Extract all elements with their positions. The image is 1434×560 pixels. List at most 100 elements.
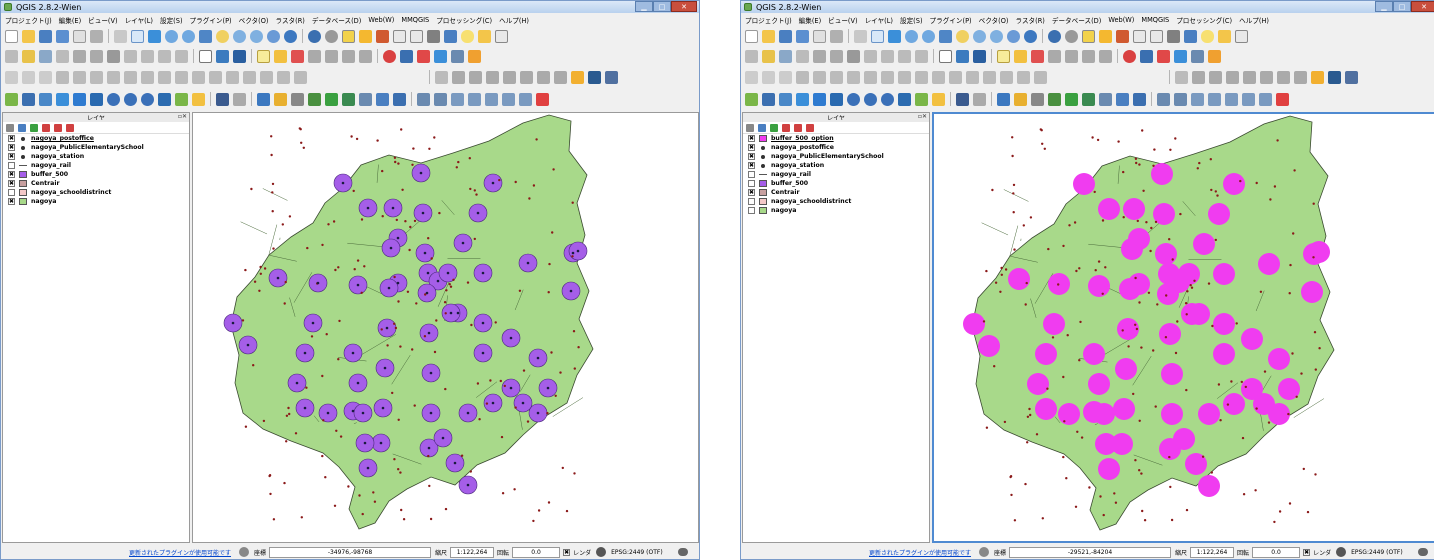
plugin-c-icon[interactable] (451, 92, 464, 106)
overflow-chevron-icon[interactable] (1031, 92, 1044, 106)
gps-icon[interactable] (417, 49, 430, 63)
refresh-icon[interactable] (1024, 29, 1037, 43)
layer-visibility-checkbox[interactable] (748, 207, 755, 214)
layer-style-icon[interactable] (746, 123, 754, 132)
layer-visibility-checkbox[interactable] (748, 180, 755, 187)
layer-visibility-checkbox[interactable]: ✖ (748, 162, 755, 169)
add-wcs-icon[interactable] (864, 92, 877, 106)
close-button[interactable]: ✕ (1411, 1, 1434, 12)
save-as-icon[interactable] (796, 29, 809, 43)
expand-all-icon[interactable] (42, 123, 50, 132)
snapping-icon[interactable] (435, 70, 448, 84)
rotate-point-icon[interactable] (277, 70, 290, 84)
scale-combobox[interactable]: 1:122,264 (1190, 546, 1235, 558)
layer-row[interactable]: buffer_500 (743, 179, 929, 188)
cut-features-icon[interactable] (864, 49, 877, 63)
composer-manager-icon[interactable] (90, 29, 103, 43)
menu-edit[interactable]: 編集(E) (58, 16, 82, 25)
bookmark-icon[interactable] (478, 29, 491, 43)
plugin-e-icon[interactable] (1225, 92, 1238, 106)
fill-polygon-icon[interactable] (1260, 70, 1273, 84)
redo-icon[interactable] (779, 70, 792, 84)
select-features-icon[interactable] (1082, 29, 1095, 43)
render-checkbox[interactable]: ✖ (1303, 548, 1311, 556)
layer-visibility-checkbox[interactable]: ✖ (8, 144, 15, 151)
new-layer-icon[interactable] (192, 92, 205, 106)
intersection-icon[interactable] (486, 70, 499, 84)
web-connector-icon[interactable] (1133, 92, 1146, 106)
refresh-icon[interactable] (284, 29, 297, 43)
open-project-icon[interactable] (762, 29, 775, 43)
more-tools-icon[interactable] (1276, 92, 1289, 106)
layer-row[interactable]: ✖ nagoya_PublicElementarySchool (3, 143, 189, 152)
help-icon[interactable] (216, 92, 229, 106)
menu-mmqgis[interactable]: MMQGIS (1141, 15, 1170, 24)
add-mssql-icon[interactable] (73, 92, 86, 106)
trace-icon[interactable] (469, 70, 482, 84)
scale-combobox[interactable]: 1:122,264 (450, 546, 495, 558)
history-icon[interactable] (342, 92, 355, 106)
layer-visibility-checkbox[interactable] (8, 162, 15, 169)
processing-toolbox-icon[interactable] (1048, 92, 1061, 106)
layer-visibility-checkbox[interactable]: ✖ (8, 198, 15, 205)
statistics-icon[interactable] (444, 29, 457, 43)
split-features-icon[interactable] (949, 70, 962, 84)
grid-icon[interactable] (1294, 70, 1307, 84)
circular-string-icon[interactable] (1034, 70, 1047, 84)
rotation-spinbox[interactable]: 0.0 (512, 546, 561, 558)
plugin-f-icon[interactable] (1242, 92, 1255, 106)
menu-project[interactable]: プロジェクト(J) (745, 16, 792, 25)
toggle-editing-icon[interactable] (22, 49, 35, 63)
zoom-layer-icon[interactable] (233, 29, 246, 43)
intersection-icon[interactable] (1226, 70, 1239, 84)
layer-row[interactable]: ✖ nagoya_postoffice (3, 134, 189, 143)
show-hide-labels-icon[interactable] (308, 49, 321, 63)
node-tool-icon[interactable] (90, 49, 103, 63)
add-feature-icon[interactable] (56, 49, 69, 63)
menu-edit[interactable]: 編集(E) (798, 16, 822, 25)
reshape-icon[interactable] (175, 70, 188, 84)
menu-help[interactable]: ヘルプ(H) (1239, 16, 1269, 25)
layer-row[interactable]: ✖ nagoya_station (743, 161, 929, 170)
delete-part-icon[interactable] (158, 70, 171, 84)
merge-features-icon[interactable] (983, 70, 996, 84)
crs-label[interactable]: EPSG:2449 (OTF) (611, 548, 663, 556)
add-spatialite-icon[interactable] (796, 92, 809, 106)
trace-icon[interactable] (1209, 70, 1222, 84)
graphical-modeler-icon[interactable] (1065, 92, 1078, 106)
results-viewer-icon[interactable] (359, 92, 372, 106)
current-edits-icon[interactable] (745, 49, 758, 63)
identify-icon[interactable] (308, 29, 321, 43)
undo-icon[interactable] (22, 70, 35, 84)
zoom-selection-icon[interactable] (956, 29, 969, 43)
save-as-icon[interactable] (56, 29, 69, 43)
commander-icon[interactable] (376, 92, 389, 106)
offset-curve-icon[interactable] (932, 70, 945, 84)
add-raster-icon[interactable] (22, 92, 35, 106)
delete-ring-icon[interactable] (881, 70, 894, 84)
processing-toolbox-icon[interactable] (308, 92, 321, 106)
map-canvas[interactable] (192, 112, 699, 543)
heatmap-icon[interactable] (1174, 49, 1187, 63)
menu-database[interactable]: データベース(D) (311, 16, 362, 25)
zoom-full-icon[interactable] (199, 29, 212, 43)
select-cursor-icon[interactable] (854, 29, 867, 43)
layer-visibility-checkbox[interactable]: ✖ (8, 171, 15, 178)
fill-ring-icon[interactable] (864, 70, 877, 84)
tip-bubble-icon[interactable] (1201, 29, 1214, 43)
coordinate-toggle-icon[interactable] (979, 547, 990, 557)
menu-layer[interactable]: レイヤ(L) (124, 16, 153, 25)
plugin-b-icon[interactable] (1174, 92, 1187, 106)
add-wcs-icon[interactable] (124, 92, 137, 106)
layer-row[interactable]: ✖ Centrair (3, 179, 189, 188)
save-edits-icon[interactable] (779, 49, 792, 63)
messages-icon[interactable] (677, 548, 688, 556)
table-manager-icon[interactable] (1328, 70, 1341, 84)
layer-row[interactable]: nagoya_rail (743, 170, 929, 179)
sum-icon[interactable] (1191, 49, 1204, 63)
pin-labels-icon[interactable] (1031, 49, 1044, 63)
highlight-icon[interactable] (1311, 70, 1324, 84)
coordinate-capture-icon[interactable] (1140, 49, 1153, 63)
panel-float-close-icon[interactable]: ▫✕ (177, 113, 187, 120)
menu-raster[interactable]: ラスタ(R) (275, 16, 305, 25)
